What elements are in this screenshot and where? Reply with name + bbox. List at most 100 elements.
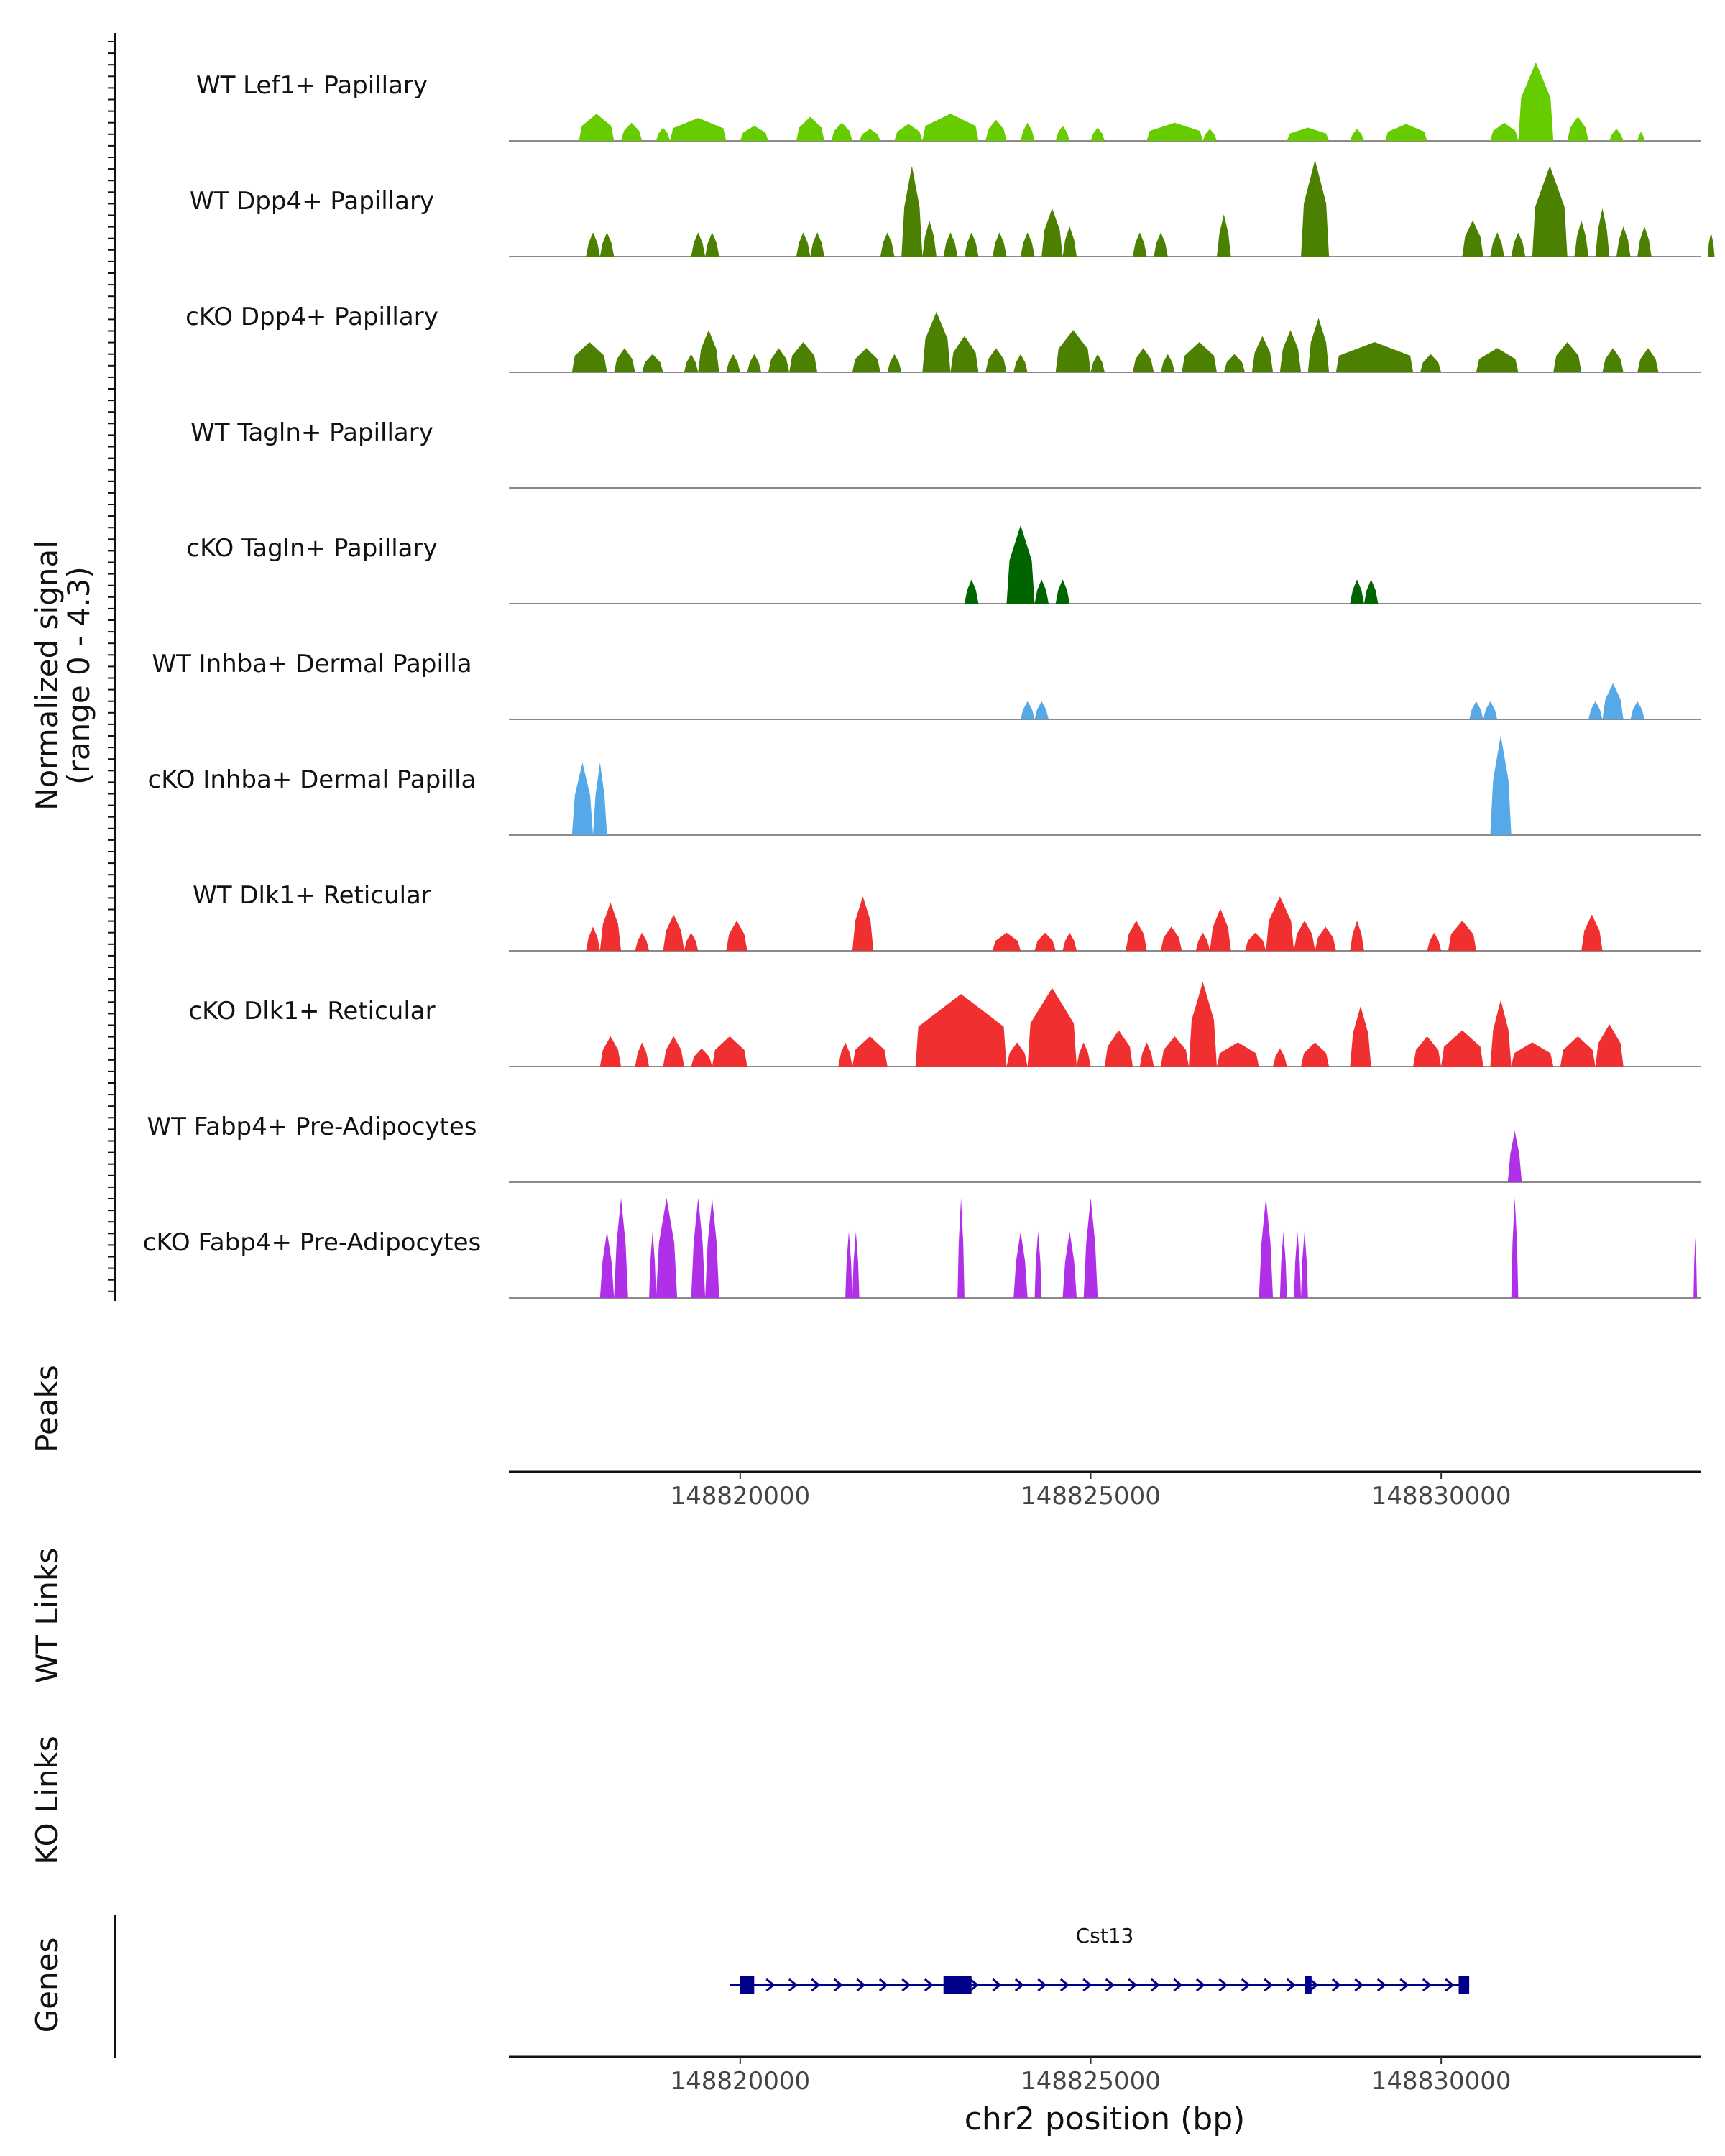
x-tick-label: 148830000: [1371, 1482, 1512, 1511]
coverage-peak: [1574, 220, 1588, 257]
coverage-peak: [852, 348, 880, 372]
coverage-peak: [852, 1036, 888, 1067]
gene-exon: [1305, 1976, 1312, 1994]
coverage-peak: [1602, 348, 1624, 372]
coverage-peak: [887, 354, 902, 372]
strand-arrow: [1150, 1978, 1161, 1992]
coverage-peak: [571, 763, 593, 835]
coverage-peak: [1532, 165, 1568, 257]
coverage-peak: [599, 902, 621, 951]
coverage-peak: [922, 220, 937, 257]
coverage-peak: [635, 1042, 650, 1067]
coverage-peak: [1034, 579, 1049, 604]
coverage-peak: [1413, 1036, 1442, 1067]
coverage-peak: [1490, 122, 1519, 141]
coverage-peak: [985, 119, 1007, 141]
coverage-peak: [1259, 1198, 1274, 1298]
coverage-peak: [726, 354, 740, 372]
coverage-peak: [663, 914, 684, 951]
signal-range-label: (range 0 - 4.3): [61, 566, 96, 785]
strand-arrow: [1241, 1978, 1251, 1992]
coverage-peak: [1301, 1042, 1330, 1067]
coverage-peak: [586, 232, 600, 257]
strand-arrow: [924, 1978, 934, 1992]
coverage-peak: [1161, 354, 1175, 372]
coverage-peak: [838, 1042, 852, 1067]
strand-arrow: [833, 1978, 844, 1992]
x-axis-title: chr2 position (bp): [965, 2101, 1246, 2137]
strand-arrow: [1264, 1978, 1274, 1992]
coverage-peak: [796, 116, 824, 141]
signal-axis-label: Normalized signal: [29, 540, 65, 811]
coverage-peak: [1490, 232, 1504, 257]
coverage-peak: [614, 1198, 628, 1298]
coverage-peak: [789, 342, 818, 372]
track: WT Fabp4+ Pre-Adipocytes: [147, 1112, 1701, 1183]
strand-arrow: [1286, 1978, 1297, 1992]
coverage-peak: [1021, 232, 1035, 257]
strand-arrow: [856, 1978, 866, 1992]
coverage-peak: [684, 932, 699, 951]
x-tick-label: 148830000: [1371, 2067, 1512, 2096]
coverage-peak: [1287, 127, 1330, 141]
coverage-peak: [1507, 1130, 1522, 1182]
track-label: WT Fabp4+ Pre-Adipocytes: [147, 1112, 477, 1141]
strand-arrow: [1059, 1978, 1070, 1992]
coverage-peak: [621, 122, 643, 141]
coverage-peak: [852, 896, 874, 951]
coverage-peak: [740, 126, 768, 141]
track: cKO Inhba+ Dermal Papilla: [148, 735, 1701, 836]
coverage-peak: [880, 232, 895, 257]
coverage-peak: [810, 232, 824, 257]
coverage-peak: [1420, 354, 1442, 372]
gene-exon: [943, 1976, 972, 1994]
strand-arrow: [1082, 1978, 1092, 1992]
coverage-peak: [698, 330, 719, 372]
coverage-peak: [1469, 701, 1484, 719]
x-tick-label: 148825000: [1021, 1482, 1161, 1511]
coverage-peak: [670, 118, 727, 141]
strand-arrow: [1014, 1978, 1025, 1992]
coverage-peak: [1154, 232, 1168, 257]
coverage-peak: [663, 1036, 684, 1067]
coverage-peak: [1133, 232, 1147, 257]
coverage-peak: [1385, 124, 1427, 141]
coverage-peak: [1202, 129, 1217, 141]
strand-arrow: [765, 1978, 776, 1992]
coverage-peak: [684, 354, 699, 372]
track-label: WT Dlk1+ Reticular: [193, 881, 431, 910]
coverage-peak: [1490, 735, 1512, 835]
track-label: cKO Dlk1+ Reticular: [188, 997, 435, 1026]
coverage-peak: [1301, 160, 1330, 257]
coverage-peak: [859, 129, 880, 141]
coverage-peak: [922, 312, 951, 372]
coverage-peak: [1301, 1231, 1308, 1298]
coverage-peak: [1490, 1000, 1512, 1067]
coverage-peak: [747, 354, 762, 372]
coverage-peak: [1553, 342, 1582, 372]
coverage-peak: [1581, 914, 1603, 951]
coverage-peak: [1350, 129, 1364, 141]
coverage-peak: [985, 348, 1007, 372]
coverage-peak: [1448, 921, 1476, 951]
strand-arrow: [1128, 1978, 1138, 1992]
coverage-peak: [1511, 232, 1526, 257]
x-tick-label: 148820000: [671, 2067, 811, 2096]
coverage-peak: [1195, 932, 1210, 951]
track-label: cKO Tagln+ Papillary: [186, 534, 437, 563]
coverage-peak: [579, 114, 615, 141]
gene-exon: [1458, 1976, 1470, 1994]
coverage-peak: [1006, 1042, 1028, 1067]
coverage-peak: [635, 932, 650, 951]
track: cKO Fabp4+ Pre-Adipocytes: [143, 1198, 1701, 1299]
x-tick-label: 148820000: [671, 1482, 811, 1511]
ko-links-panel-label: KO Links: [29, 1736, 65, 1865]
genes-panel-label: Genes: [29, 1938, 65, 2033]
track-label: WT Tagln+ Papillary: [190, 418, 433, 447]
strand-arrow: [969, 1978, 980, 1992]
gene-exon: [740, 1976, 755, 1994]
coverage-peak: [1133, 348, 1154, 372]
coverage-peak: [943, 232, 958, 257]
coverage-peak: [1294, 1231, 1302, 1298]
